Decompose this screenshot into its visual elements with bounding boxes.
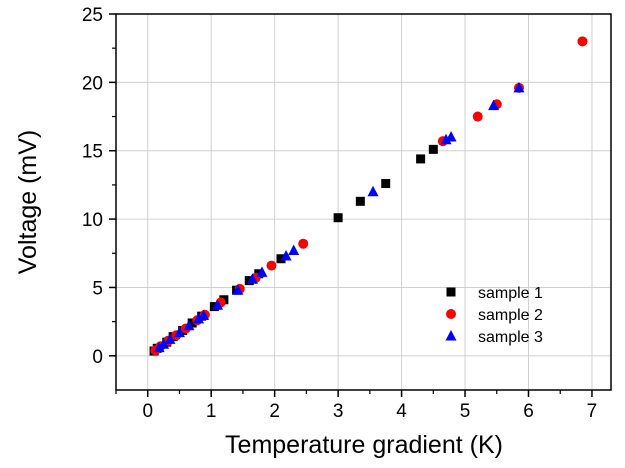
sample-2-point <box>577 36 588 47</box>
legend-marker-sample-2 <box>446 309 456 319</box>
legend-label: sample 1 <box>478 285 543 302</box>
sample-1-point <box>428 144 438 154</box>
sample-3-point <box>183 319 195 331</box>
sample-1-point <box>416 154 426 164</box>
sample-3-point <box>198 309 210 320</box>
x-tick-label: 1 <box>206 401 217 422</box>
data-points <box>149 36 588 356</box>
y-tick-label: 25 <box>82 5 103 26</box>
plot-frame <box>115 13 612 391</box>
sample-3-point <box>232 284 244 295</box>
sample-3-point <box>164 333 176 344</box>
sample-3-point <box>440 133 452 145</box>
sample-1-point <box>333 213 343 223</box>
legend-marker-sample-1 <box>446 287 456 297</box>
sample-3-point <box>246 273 258 284</box>
sample-3-point <box>256 266 268 277</box>
sample-3-point <box>173 326 185 338</box>
x-tick-label: 6 <box>523 401 534 422</box>
sample-2-point <box>266 260 277 271</box>
sample-1-point <box>187 318 197 328</box>
sample-3-point <box>288 244 300 256</box>
y-axis-title: Voltage (mV) <box>14 130 42 275</box>
axis-ticks: 0 1 2 3 4 5 6 7 0 5 10 15 20 25 <box>82 5 597 422</box>
x-tick-label: 7 <box>587 401 598 422</box>
y-tick-label: 15 <box>82 142 103 163</box>
y-tick-label: 0 <box>92 347 103 368</box>
grid-lines <box>116 14 611 390</box>
sample-2-point <box>472 111 483 122</box>
sample-3-point <box>445 131 457 142</box>
sample-1-point <box>276 254 286 264</box>
x-tick-label: 3 <box>333 401 344 422</box>
y-tick-label: 5 <box>92 278 103 299</box>
sample-3-point <box>513 81 525 93</box>
legend: sample 1 sample 2 sample 3 <box>445 285 543 346</box>
legend-marker-sample-3 <box>445 330 457 341</box>
sample-3-point <box>158 338 170 349</box>
sample-3-point <box>280 250 292 261</box>
sample-3-point <box>367 185 379 197</box>
legend-label: sample 2 <box>478 307 543 324</box>
sample-3-point <box>488 99 500 111</box>
x-tick-label: 5 <box>460 401 471 422</box>
y-tick-label: 20 <box>82 73 103 94</box>
x-axis-title: Temperature gradient (K) <box>225 431 503 459</box>
sample-1-point <box>355 196 365 206</box>
legend-label: sample 3 <box>478 329 543 346</box>
x-tick-label: 2 <box>269 401 280 422</box>
sample-2-point <box>298 238 309 249</box>
x-tick-label: 4 <box>396 401 407 422</box>
y-tick-label: 10 <box>82 210 103 231</box>
sample-1-point <box>381 179 391 189</box>
sample-3-point <box>212 299 224 310</box>
sample-3-point <box>193 312 204 324</box>
x-tick-label: 0 <box>142 401 153 422</box>
